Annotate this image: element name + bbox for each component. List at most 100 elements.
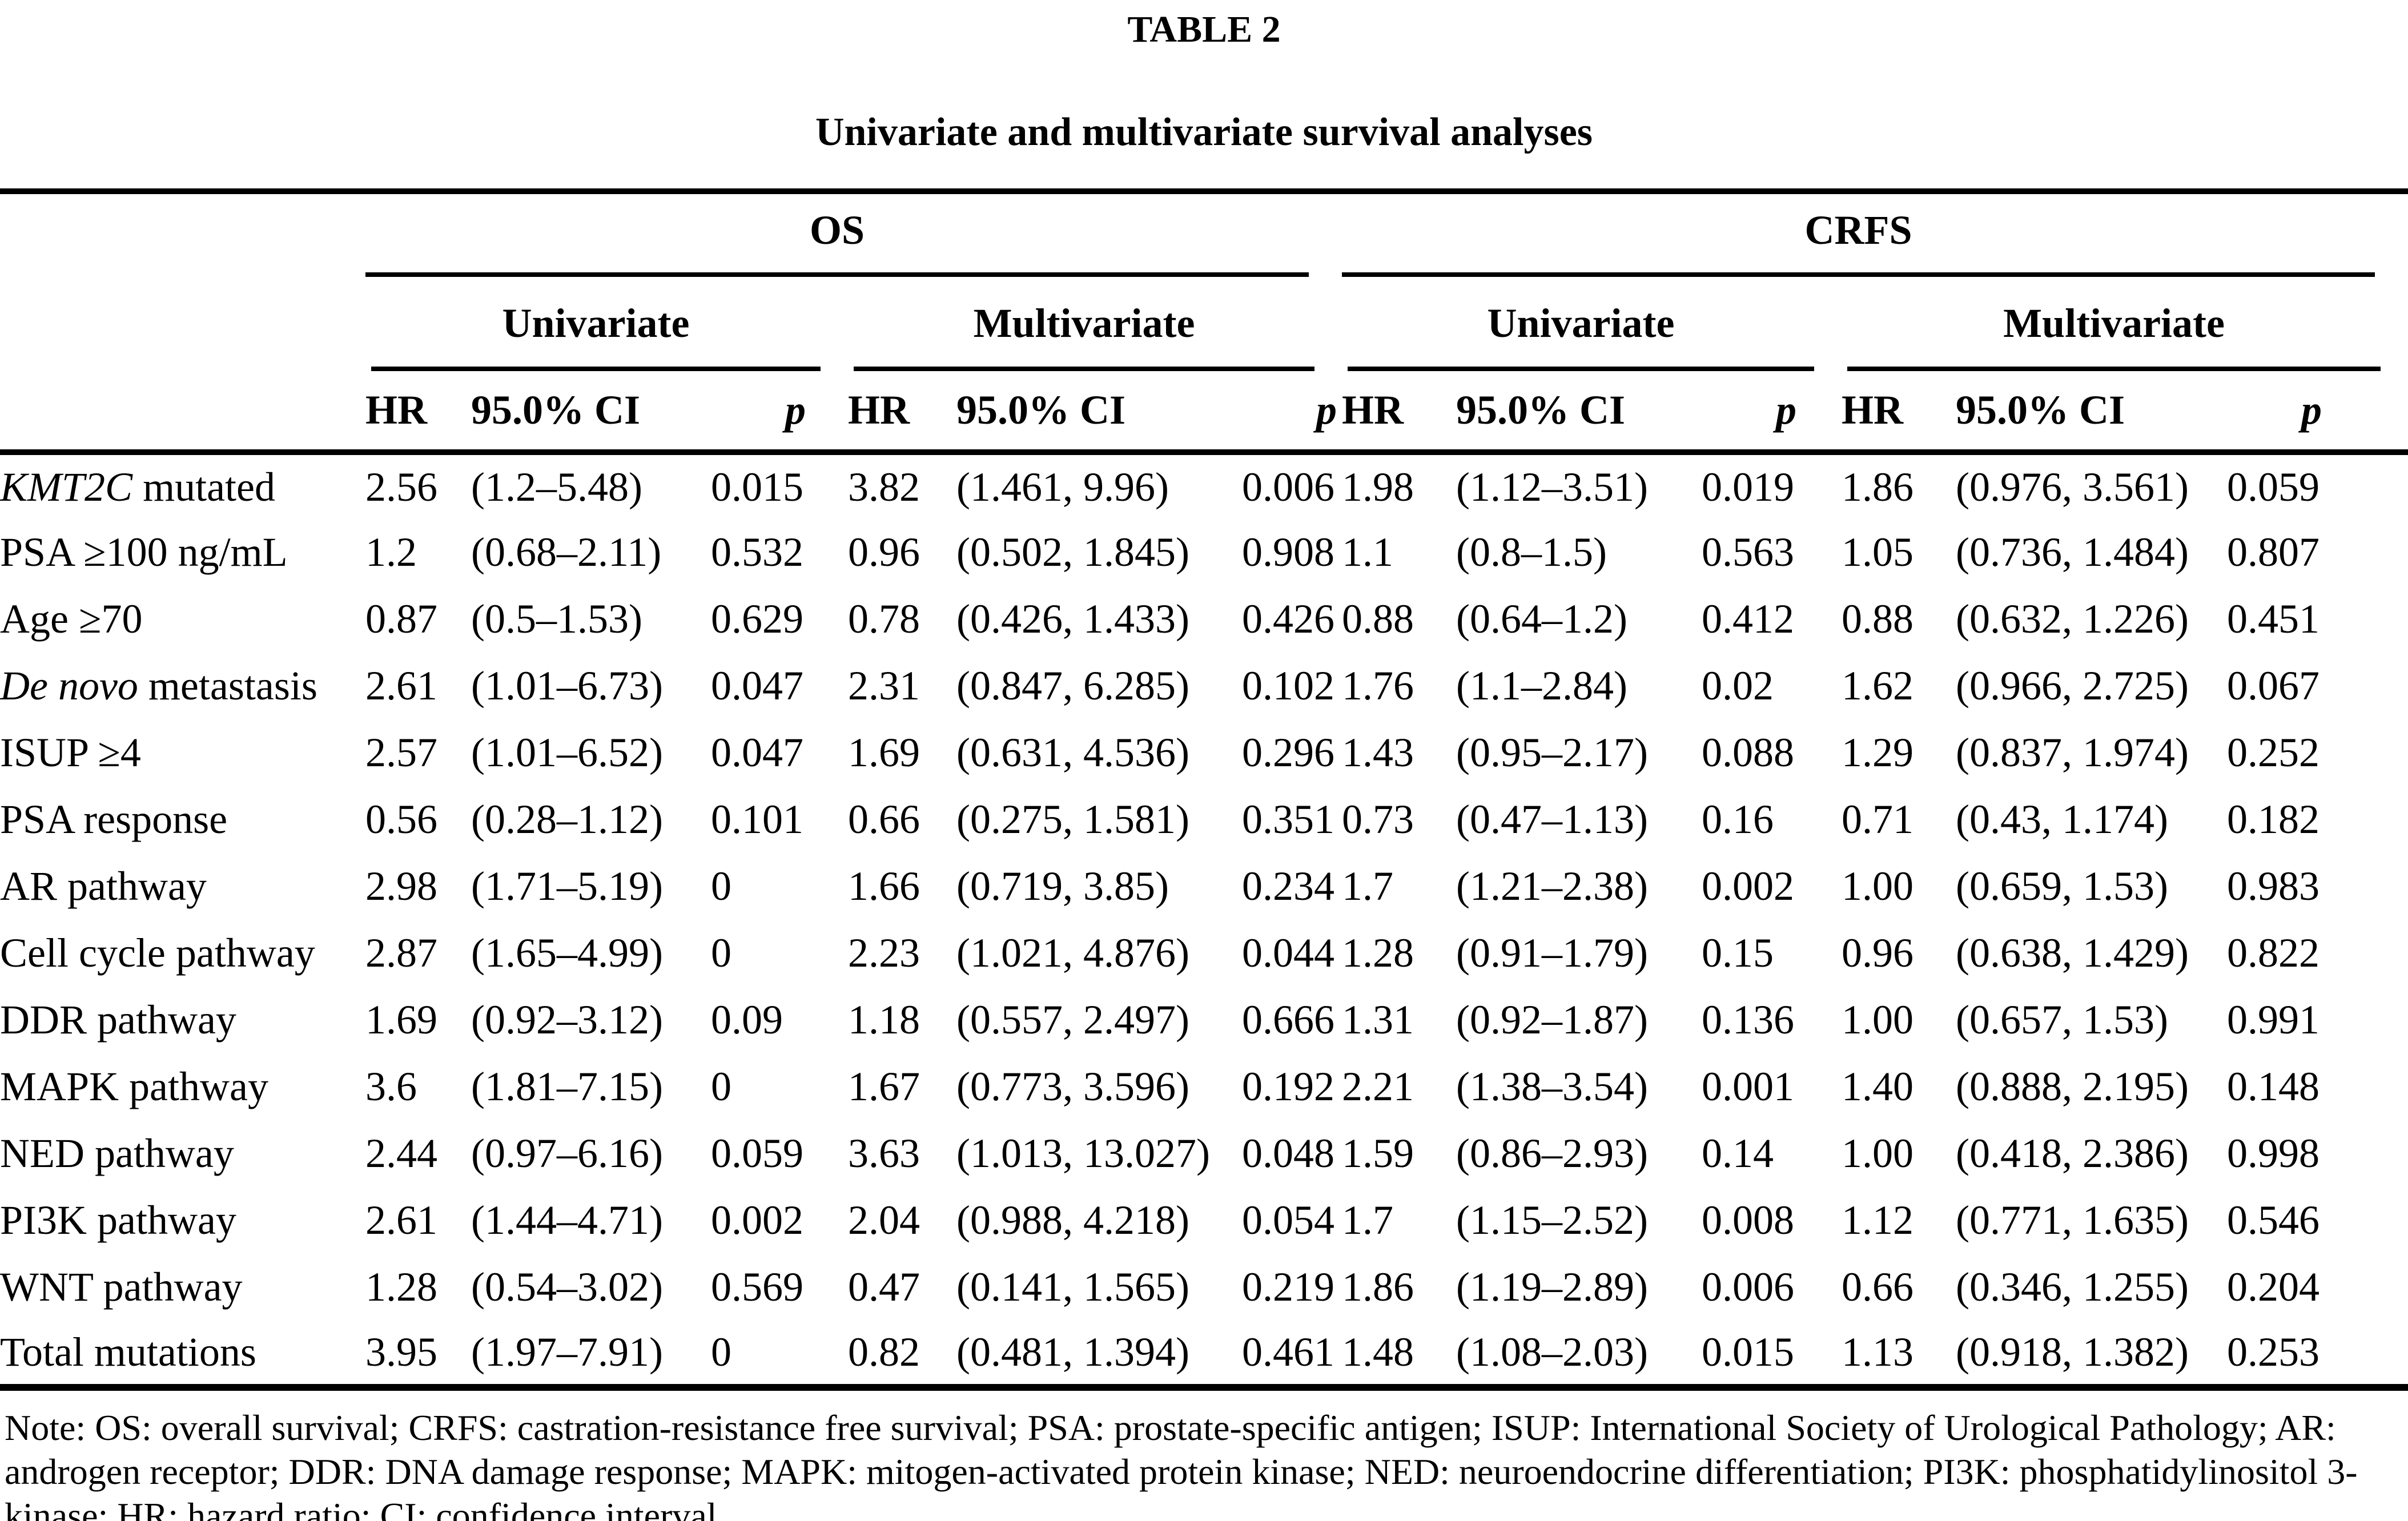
cell-crfs-multivariate-p: 0.546	[2227, 1197, 2320, 1243]
table-row: MAPK pathway 3.6 (1.81–7.15) 0 1.67 (0.7…	[0, 1053, 2408, 1120]
column-header-p: p	[711, 371, 848, 455]
row-label-text: metastasis	[138, 663, 317, 709]
cell-os-multivariate-hr: 0.78	[848, 596, 920, 642]
cell-crfs-multivariate-hr: 1.13	[1842, 1321, 1956, 1391]
cell-crfs-univariate-hr: 1.1	[1342, 529, 1394, 575]
cell-os-multivariate-hr: 2.04	[848, 1197, 920, 1243]
cell-os-univariate-p: 0.629	[711, 596, 803, 642]
cell-os-univariate-ci: (1.65–4.99)	[471, 930, 663, 976]
cell-os-univariate-hr: 2.56	[365, 464, 437, 510]
subgroup-label: Univariate	[371, 277, 821, 371]
stub-cell	[0, 277, 365, 371]
subgroup-crfs-univariate: Univariate	[1342, 277, 1842, 371]
cell-crfs-multivariate-p: 0.252	[2227, 730, 2320, 775]
row-label: DDR pathway	[0, 987, 365, 1053]
table-body: KMT2C mutated 2.56 (1.2–5.48) 0.015 3.82…	[0, 452, 2408, 1391]
cell-crfs-univariate-ci: (0.47–1.13)	[1456, 796, 1648, 842]
table-row: De novo metastasis 2.61 (1.01–6.73) 0.04…	[0, 653, 2408, 719]
group-label-crfs: CRFS	[1342, 194, 2375, 277]
cell-os-univariate-p: 0	[711, 1064, 731, 1109]
cell-os-univariate-p: 0.002	[711, 1197, 803, 1243]
cell-crfs-multivariate-p: 0.182	[2227, 796, 2320, 842]
cell-crfs-univariate-p: 0.008	[1702, 1197, 1795, 1243]
row-label: PSA response	[0, 786, 365, 853]
cell-os-multivariate-hr: 1.66	[848, 863, 920, 909]
column-header-hr: HR	[365, 371, 471, 455]
cell-os-multivariate-hr: 1.69	[848, 730, 920, 775]
cell-crfs-multivariate-ci: (0.632, 1.226)	[1956, 596, 2189, 642]
cell-os-multivariate-ci: (0.502, 1.845)	[956, 529, 1189, 575]
cell-crfs-multivariate-hr: 1.00	[1842, 863, 1914, 909]
cell-os-multivariate-hr: 0.66	[848, 796, 920, 842]
cell-crfs-univariate-hr: 1.7	[1342, 863, 1394, 909]
cell-os-univariate-hr: 2.61	[365, 663, 437, 709]
cell-os-multivariate-p: 0.426	[1242, 596, 1334, 642]
subgroup-header-row: Univariate Multivariate Univariate Multi…	[0, 277, 2408, 371]
cell-crfs-univariate-hr: 1.48	[1342, 1321, 1457, 1391]
table-row: KMT2C mutated 2.56 (1.2–5.48) 0.015 3.82…	[0, 452, 2408, 519]
cell-crfs-multivariate-hr: 1.00	[1842, 1130, 1914, 1176]
column-header-ci: 95.0% CI	[1956, 371, 2228, 455]
cell-os-univariate-ci: (0.92–3.12)	[471, 997, 663, 1043]
cell-os-multivariate-ci: (0.481, 1.394)	[956, 1321, 1242, 1391]
column-header-p: p	[2227, 371, 2408, 455]
cell-crfs-univariate-hr: 1.31	[1342, 997, 1414, 1043]
subgroup-label: Multivariate	[854, 277, 1315, 371]
cell-crfs-univariate-ci: (1.38–3.54)	[1456, 1064, 1648, 1109]
cell-os-univariate-ci: (0.68–2.11)	[471, 529, 662, 575]
cell-os-multivariate-hr: 3.82	[848, 464, 920, 510]
cell-crfs-univariate-p: 0.136	[1702, 997, 1795, 1043]
column-header-hr: HR	[1842, 371, 1956, 455]
cell-crfs-univariate-ci: (0.92–1.87)	[1456, 997, 1648, 1043]
group-header-crfs: CRFS	[1342, 188, 2408, 277]
cell-crfs-univariate-p: 0.088	[1702, 730, 1795, 775]
cell-os-univariate-p: 0.101	[711, 796, 803, 842]
row-label: De novo metastasis	[0, 653, 365, 719]
cell-os-univariate-hr: 1.2	[365, 529, 417, 575]
row-label: Cell cycle pathway	[0, 920, 365, 987]
table-header: OS CRFS Univariate Multivariate Univaria…	[0, 188, 2408, 455]
row-label-text: PSA ≥100 ng/mL	[0, 529, 288, 575]
cell-os-univariate-ci: (1.81–7.15)	[471, 1064, 663, 1109]
cell-crfs-multivariate-ci: (0.638, 1.429)	[1956, 930, 2189, 976]
cell-os-multivariate-ci: (1.013, 13.027)	[956, 1130, 1210, 1176]
column-header-ci: 95.0% CI	[1456, 371, 1702, 455]
cell-crfs-multivariate-p: 0.822	[2227, 930, 2320, 976]
cell-crfs-multivariate-ci: (0.976, 3.561)	[1956, 464, 2189, 510]
row-label: Age ≥70	[0, 586, 365, 653]
cell-os-multivariate-p: 0.908	[1242, 529, 1334, 575]
cell-os-multivariate-p: 0.054	[1242, 1197, 1334, 1243]
cell-os-multivariate-p: 0.234	[1242, 863, 1334, 909]
cell-crfs-univariate-p: 0.015	[1702, 1321, 1842, 1391]
cell-os-univariate-hr: 3.95	[365, 1321, 471, 1391]
cell-crfs-univariate-p: 0.019	[1702, 464, 1795, 510]
column-header-row: HR 95.0% CI p HR 95.0% CI p HR 95.0% CI …	[0, 371, 2408, 455]
cell-os-multivariate-p: 0.351	[1242, 796, 1334, 842]
cell-crfs-univariate-hr: 2.21	[1342, 1064, 1414, 1109]
table-label: TABLE 2	[1127, 9, 1281, 50]
table-note: Note: OS: overall survival; CRFS: castra…	[5, 1407, 2358, 1521]
row-label-italic: De novo	[0, 663, 138, 709]
cell-crfs-multivariate-ci: (0.418, 2.386)	[1956, 1130, 2189, 1176]
cell-os-univariate-p: 0	[711, 863, 731, 909]
cell-crfs-univariate-ci: (1.08–2.03)	[1456, 1321, 1702, 1391]
cell-crfs-univariate-p: 0.15	[1702, 930, 1774, 976]
cell-crfs-multivariate-ci: (0.657, 1.53)	[1956, 997, 2168, 1043]
cell-crfs-multivariate-hr: 1.05	[1842, 529, 1914, 575]
cell-crfs-univariate-hr: 0.88	[1342, 596, 1414, 642]
cell-crfs-multivariate-ci: (0.837, 1.974)	[1956, 730, 2189, 775]
cell-crfs-multivariate-ci: (0.659, 1.53)	[1956, 863, 2168, 909]
subgroup-label: Multivariate	[1847, 277, 2381, 371]
table-row: Total mutations 3.95 (1.97–7.91) 0 0.82 …	[0, 1321, 2408, 1391]
cell-crfs-multivariate-ci: (0.888, 2.195)	[1956, 1064, 2189, 1109]
cell-crfs-multivariate-hr: 1.12	[1842, 1197, 1914, 1243]
row-label: NED pathway	[0, 1120, 365, 1187]
cell-os-multivariate-p: 0.192	[1242, 1064, 1334, 1109]
cell-crfs-univariate-ci: (1.21–2.38)	[1456, 863, 1648, 909]
cell-crfs-multivariate-ci: (0.43, 1.174)	[1956, 796, 2168, 842]
cell-os-univariate-hr: 3.6	[365, 1064, 417, 1109]
cell-crfs-univariate-hr: 0.73	[1342, 796, 1414, 842]
cell-os-multivariate-hr: 1.18	[848, 997, 920, 1043]
cell-crfs-univariate-p: 0.563	[1702, 529, 1795, 575]
cell-crfs-multivariate-p: 0.983	[2227, 863, 2320, 909]
